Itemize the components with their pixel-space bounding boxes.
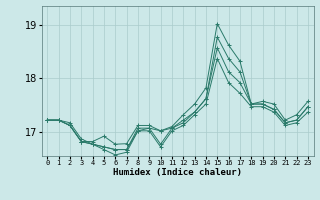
X-axis label: Humidex (Indice chaleur): Humidex (Indice chaleur) [113, 168, 242, 177]
